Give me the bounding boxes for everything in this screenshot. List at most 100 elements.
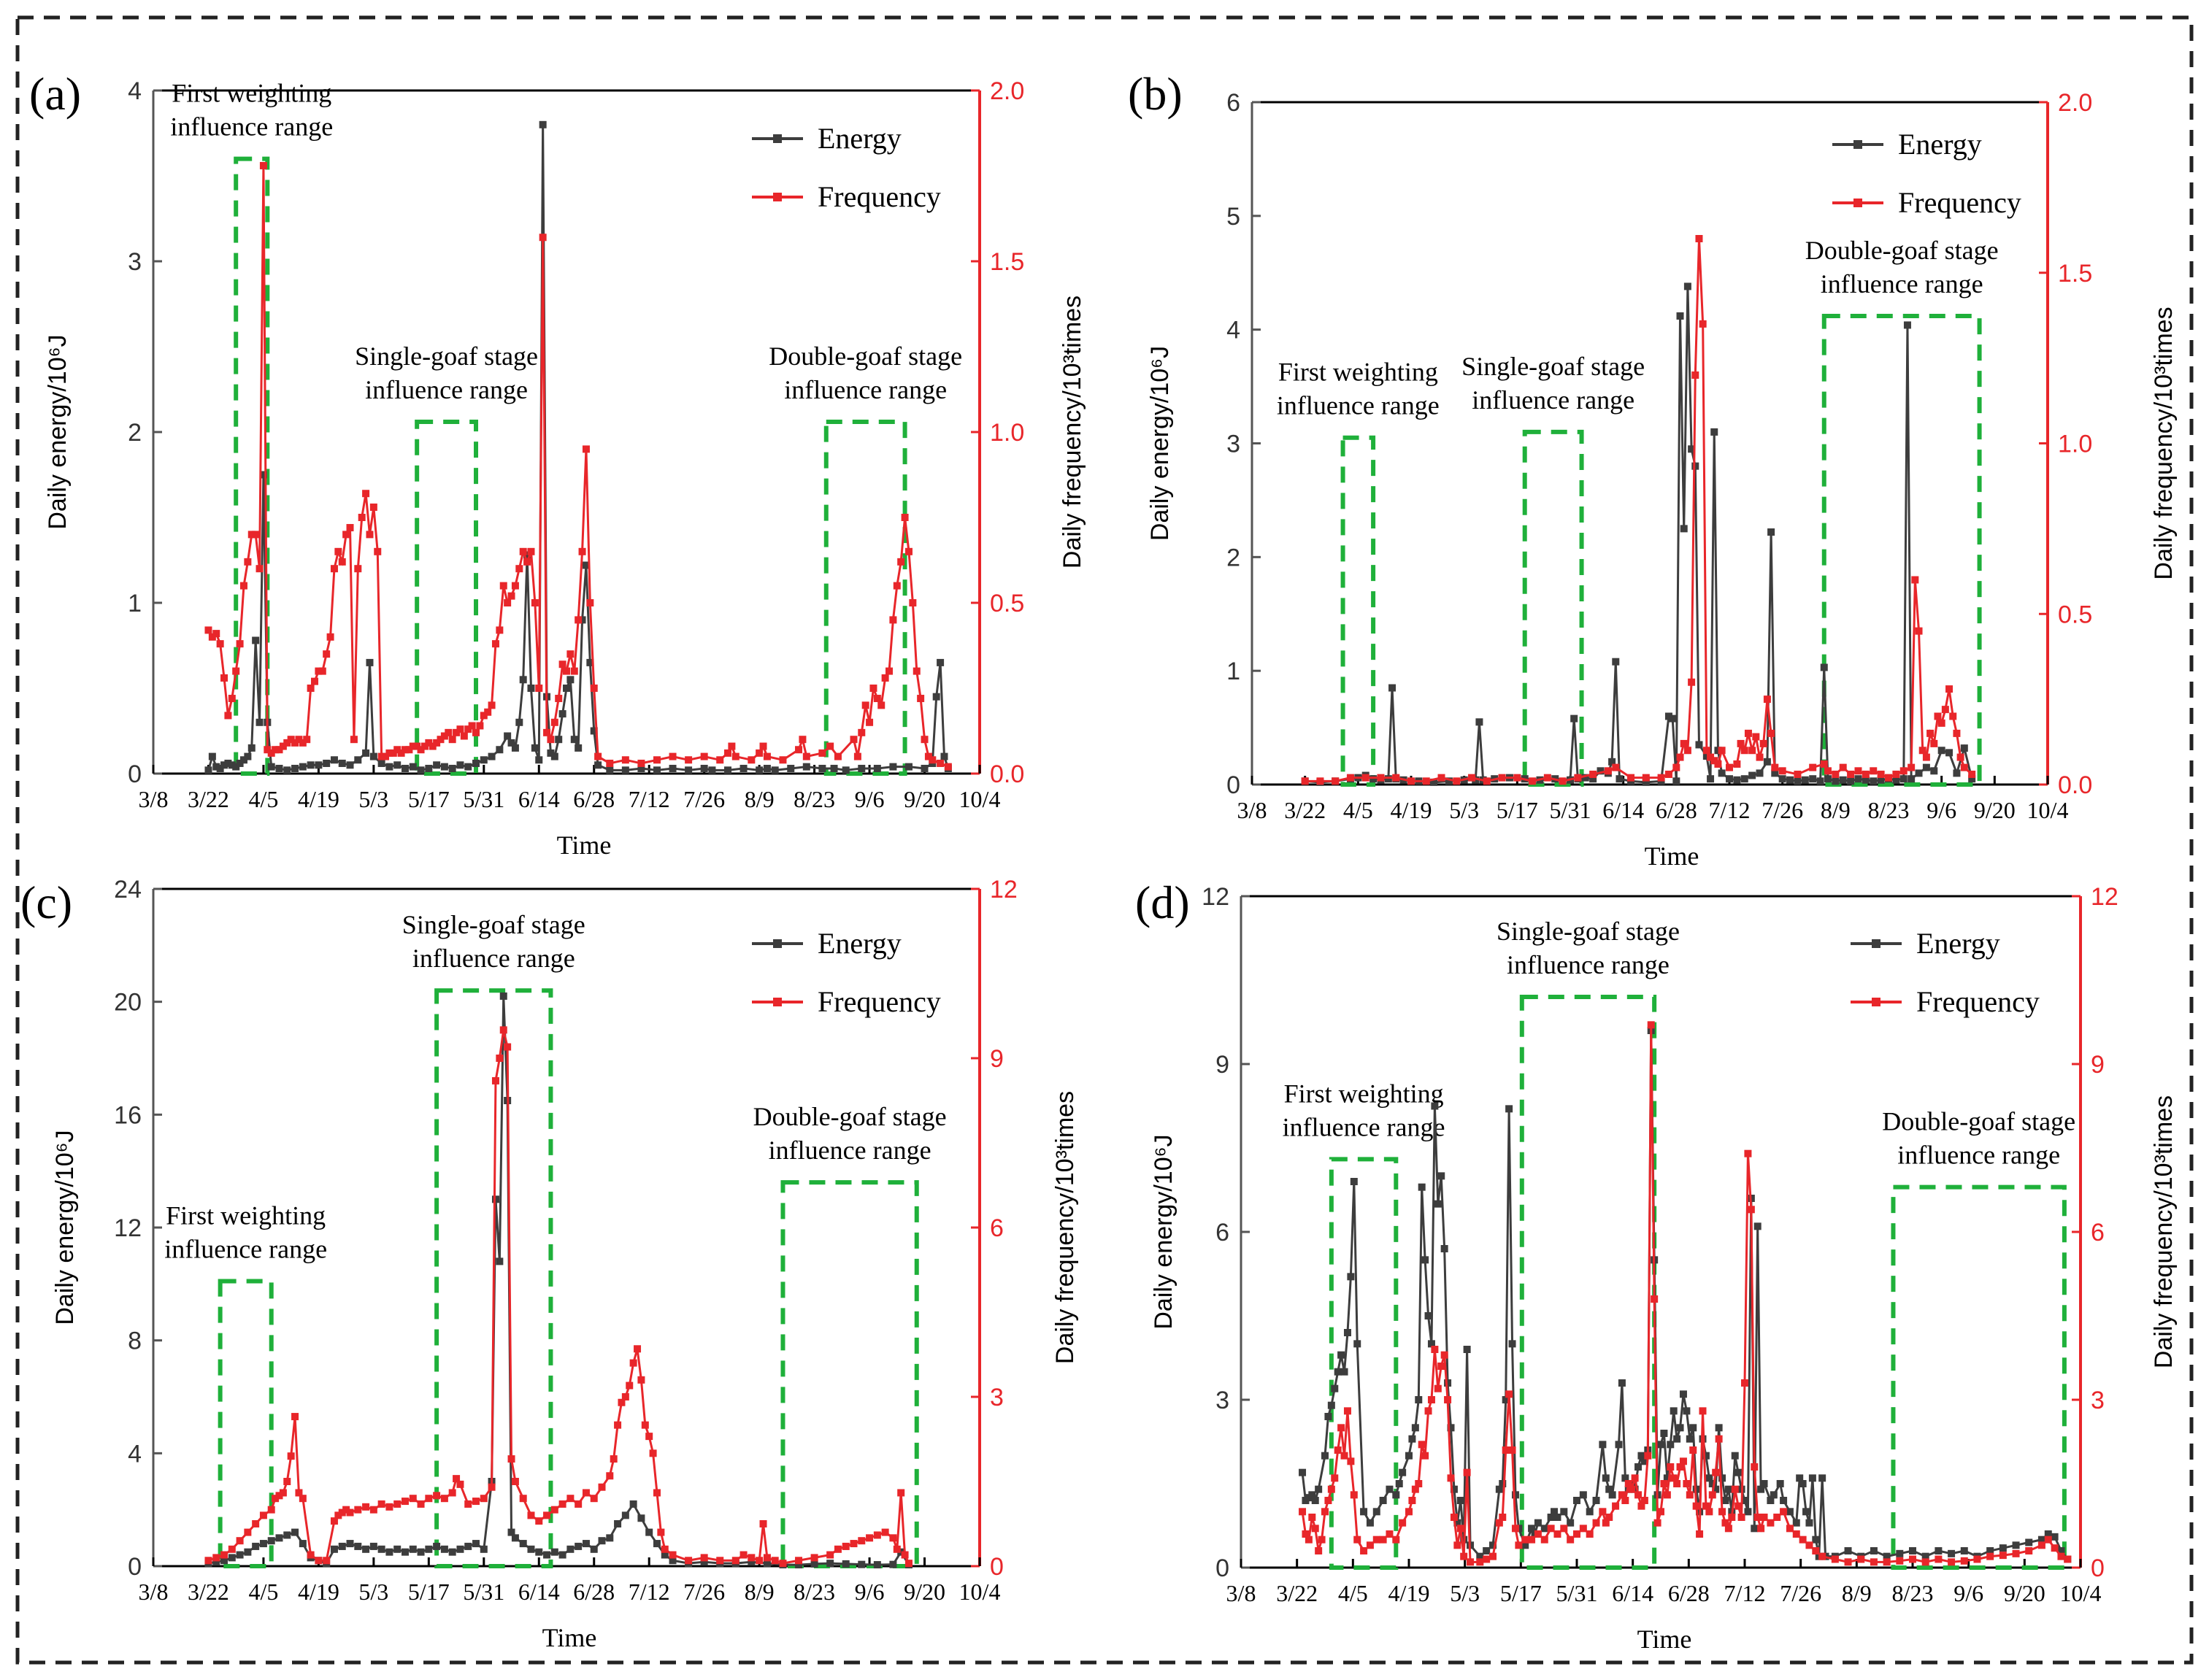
- data-point-frequency: [1885, 774, 1892, 782]
- data-point-frequency: [362, 490, 370, 498]
- data-point-energy: [315, 761, 323, 769]
- data-point-frequency: [346, 1508, 354, 1517]
- data-point-frequency: [1844, 1558, 1852, 1566]
- data-point-frequency: [1499, 1514, 1507, 1521]
- x-tick-label: 5/3: [1450, 1580, 1480, 1606]
- data-point-frequency: [527, 1511, 535, 1519]
- y-tick-label-left: 1: [128, 590, 142, 617]
- data-point-frequency: [1702, 1502, 1710, 1510]
- x-tick-label: 5/17: [1497, 797, 1538, 823]
- data-point-frequency: [252, 1520, 260, 1527]
- x-tick-label: 10/4: [959, 786, 1001, 812]
- annotation-text: influence range: [1277, 391, 1440, 420]
- data-point-frequency: [1670, 1474, 1678, 1482]
- data-point-frequency: [1657, 774, 1665, 782]
- x-tick-label: 5/17: [408, 786, 450, 812]
- x-tick-label: 5/3: [358, 1579, 388, 1605]
- data-point-frequency: [795, 746, 803, 754]
- data-point-energy: [252, 636, 260, 644]
- data-point-frequency: [433, 1492, 441, 1500]
- data-point-frequency: [1949, 712, 1957, 720]
- data-point-frequency: [1515, 1541, 1523, 1549]
- data-point-frequency: [464, 1500, 472, 1508]
- data-point-frequency: [661, 1545, 669, 1553]
- data-point-energy: [1712, 1485, 1720, 1493]
- data-point-frequency: [937, 759, 945, 767]
- data-point-energy: [1896, 1549, 1904, 1557]
- data-point-frequency: [417, 746, 425, 754]
- data-point-frequency: [247, 531, 256, 539]
- data-point-frequency: [1767, 1519, 1775, 1527]
- data-point-frequency: [1839, 763, 1847, 771]
- data-point-frequency: [771, 1557, 779, 1565]
- data-point-frequency: [731, 1557, 739, 1565]
- data-point-energy: [653, 766, 661, 774]
- data-point-frequency: [818, 749, 826, 757]
- data-point-energy: [527, 685, 535, 692]
- data-point-frequency: [566, 650, 575, 658]
- data-point-energy: [244, 752, 252, 760]
- y-tick-label-right: 9: [990, 1045, 1004, 1073]
- data-point-frequency: [1483, 777, 1491, 785]
- data-point-energy: [1968, 775, 1976, 783]
- annotation-text: influence range: [769, 1136, 931, 1165]
- influence-range-box: [1821, 313, 1982, 787]
- data-point-energy: [1431, 1102, 1439, 1110]
- data-point-frequency: [1756, 753, 1764, 761]
- data-point-frequency: [861, 701, 869, 709]
- data-point-energy: [330, 756, 338, 764]
- data-point-energy: [1505, 1105, 1513, 1113]
- data-point-frequency: [1718, 747, 1726, 755]
- y-axis-label-right: Daily frequency/10³times: [2150, 307, 2178, 579]
- x-tick-label: 8/23: [1868, 797, 1910, 823]
- data-point-frequency: [1599, 1508, 1607, 1516]
- data-point-frequency: [272, 1495, 280, 1503]
- data-point-energy: [1502, 1396, 1510, 1403]
- data-point-energy: [586, 658, 594, 666]
- data-point-frequency: [669, 752, 677, 760]
- data-point-energy: [472, 759, 480, 767]
- data-point-frequency: [2025, 1547, 2033, 1554]
- data-point-frequency: [491, 640, 499, 648]
- data-point-frequency: [330, 1517, 338, 1525]
- data-point-energy: [1472, 776, 1480, 784]
- data-point-frequency: [354, 1506, 362, 1514]
- data-point-energy: [1733, 776, 1741, 784]
- data-point-energy: [1483, 1547, 1491, 1554]
- data-point-energy: [385, 1548, 393, 1556]
- data-point-frequency: [1818, 1552, 1826, 1560]
- data-point-energy: [1388, 684, 1397, 692]
- data-point-energy: [1771, 769, 1779, 777]
- data-point-energy: [1776, 1480, 1784, 1487]
- data-point-energy: [590, 1545, 598, 1553]
- data-point-frequency: [881, 1528, 889, 1536]
- data-point-frequency: [204, 626, 212, 634]
- data-point-energy: [653, 1540, 661, 1548]
- data-point-energy: [543, 1551, 551, 1559]
- data-point-frequency: [515, 565, 523, 573]
- data-point-frequency: [303, 736, 311, 744]
- data-point-frequency: [1737, 739, 1745, 747]
- data-point-frequency: [413, 742, 421, 750]
- x-tick-label: 6/28: [573, 1579, 615, 1605]
- data-point-energy: [748, 1558, 756, 1566]
- data-point-frequency: [1751, 1463, 1759, 1471]
- annotation-text: influence range: [170, 112, 333, 142]
- data-point-energy: [873, 764, 881, 772]
- data-point-energy: [1399, 1468, 1407, 1476]
- data-point-frequency: [1299, 1508, 1307, 1516]
- data-point-energy: [1589, 775, 1597, 783]
- data-point-frequency: [578, 547, 586, 555]
- data-point-frequency: [1937, 719, 1945, 727]
- data-point-energy: [1683, 1407, 1691, 1415]
- data-point-energy: [1616, 775, 1624, 783]
- data-point-energy: [614, 1520, 622, 1527]
- data-point-frequency: [866, 718, 874, 726]
- data-point-energy: [1567, 1519, 1575, 1527]
- y-tick-label-right: 1.0: [2058, 431, 2092, 458]
- x-tick-label: 9/6: [1953, 1580, 1983, 1606]
- data-point-frequency: [657, 1528, 665, 1536]
- x-tick-label: 7/26: [683, 1579, 725, 1605]
- data-point-frequency: [1343, 1407, 1351, 1415]
- data-point-energy: [535, 756, 543, 764]
